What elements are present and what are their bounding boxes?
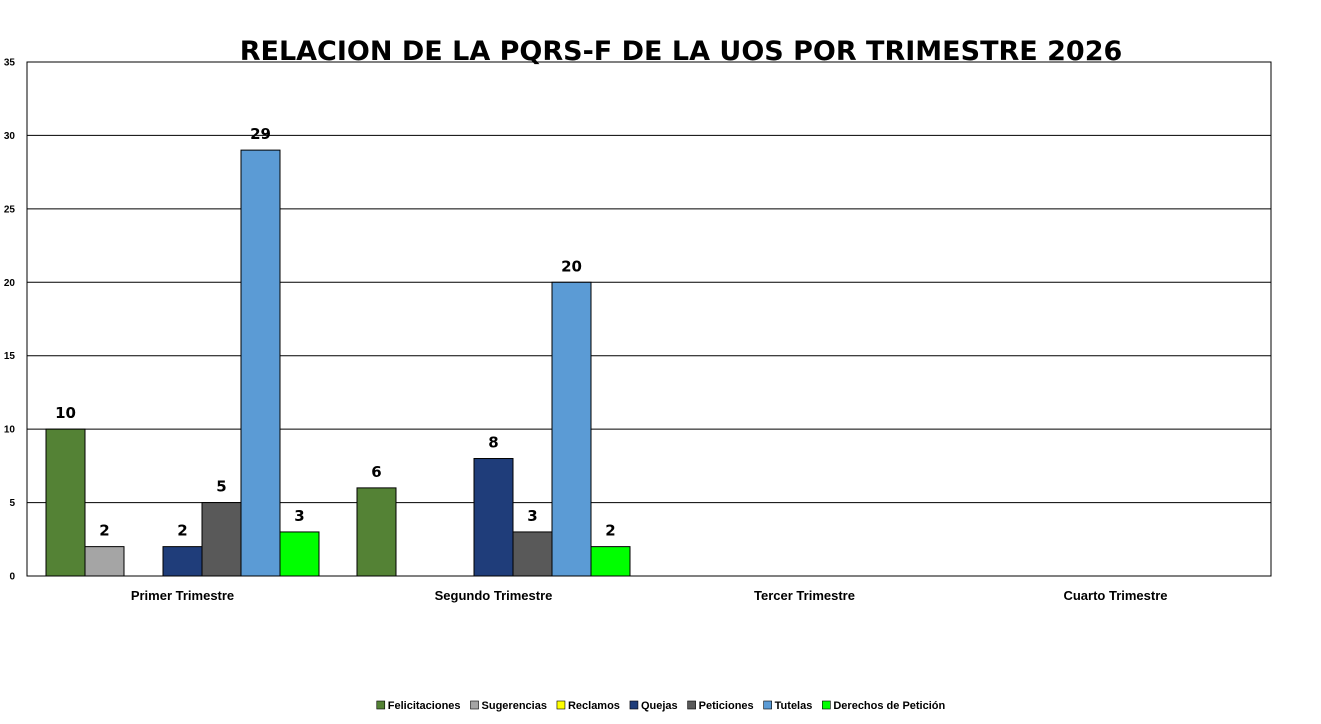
x-tick-label: Tercer Trimestre <box>754 588 855 603</box>
bar <box>84 546 125 577</box>
data-label: 2 <box>99 522 109 540</box>
legend-item: Sugerencias <box>470 700 547 712</box>
y-tick-label: 15 <box>4 351 16 362</box>
bar <box>162 546 203 577</box>
x-tick-label: Cuarto Trimestre <box>1063 588 1167 603</box>
y-tick-label: 25 <box>4 204 16 215</box>
legend-swatch <box>822 700 831 710</box>
data-label: 5 <box>216 478 226 496</box>
data-label: 2 <box>177 522 187 540</box>
bar <box>551 281 592 577</box>
data-label: 29 <box>250 125 271 143</box>
bar <box>356 487 397 577</box>
bars <box>45 149 631 577</box>
bar <box>279 531 320 577</box>
y-tick-label: 0 <box>9 572 15 583</box>
legend-item: Quejas <box>629 700 678 712</box>
legend-swatch <box>376 700 386 710</box>
legend-label: Tutelas <box>775 700 813 712</box>
data-labels: 10 2 2 5 29 3 6 8 3 20 2 <box>55 125 616 540</box>
legend-item: Derechos de Petición <box>822 700 946 712</box>
data-label: 6 <box>371 463 381 481</box>
legend-item: Tutelas <box>763 700 813 712</box>
y-tick-label: 5 <box>9 498 15 509</box>
x-axis-ticks: Primer Trimestre Segundo Trimestre Tercer … <box>131 588 1168 603</box>
data-label: 2 <box>605 522 615 540</box>
x-tick-label: Primer Trimestre <box>131 588 234 603</box>
bar <box>473 458 514 577</box>
legend-label: Peticiones <box>699 700 754 712</box>
gridlines <box>27 61 1271 577</box>
legend-label: Derechos de Petición <box>833 700 945 712</box>
bar <box>45 428 86 577</box>
y-axis-ticks: 0 5 10 15 20 25 30 35 <box>4 58 16 583</box>
legend-label: Felicitaciones <box>388 700 461 712</box>
legend-swatch <box>470 700 479 710</box>
bar <box>240 149 281 577</box>
x-tick-label: Segundo Trimestre <box>435 588 553 603</box>
legend-label: Sugerencias <box>482 700 547 712</box>
bar <box>590 546 631 577</box>
legend-item: Peticiones <box>687 700 754 712</box>
data-label: 3 <box>294 507 304 525</box>
legend-item: Reclamos <box>556 700 620 712</box>
y-tick-label: 35 <box>4 58 16 69</box>
legend-label: Reclamos <box>568 700 620 712</box>
data-label: 10 <box>55 404 76 422</box>
y-tick-label: 30 <box>4 131 16 142</box>
legend-label: Quejas <box>641 700 678 712</box>
data-label: 20 <box>561 257 582 275</box>
legend-item: Felicitaciones <box>376 700 461 712</box>
plot-frame <box>26 61 1272 577</box>
legend: Felicitaciones Sugerencias Reclamos Quejas P… <box>376 700 946 712</box>
data-label: 8 <box>488 434 498 452</box>
bar <box>201 502 242 577</box>
bar <box>512 531 553 577</box>
y-tick-label: 20 <box>4 278 16 289</box>
legend-swatch <box>763 700 772 710</box>
y-tick-label: 10 <box>4 425 16 436</box>
data-label: 3 <box>527 507 537 525</box>
legend-swatch <box>629 700 639 710</box>
legend-swatch <box>687 700 696 710</box>
legend-swatch <box>556 700 566 710</box>
